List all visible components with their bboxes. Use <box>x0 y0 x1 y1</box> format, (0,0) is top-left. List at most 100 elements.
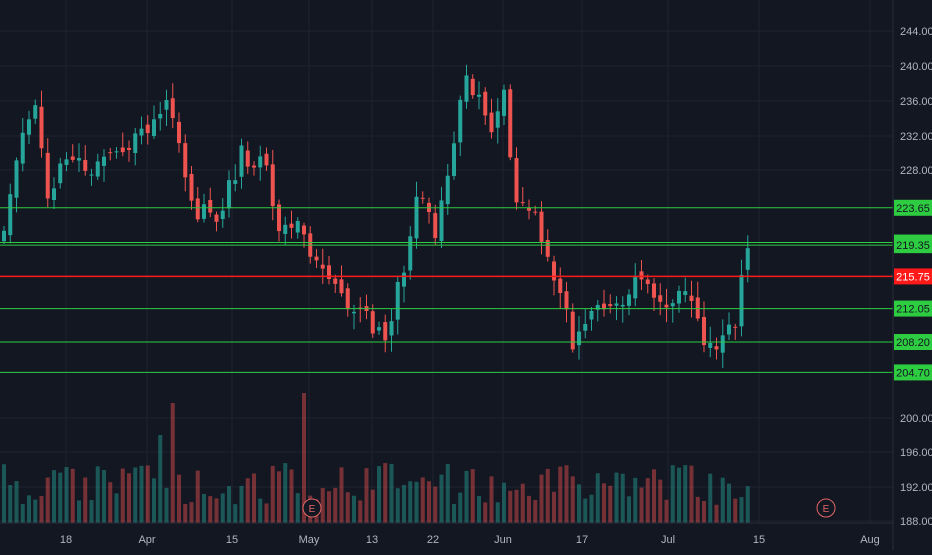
volume-bar <box>470 469 475 523</box>
volume-bar <box>477 495 481 523</box>
candle-body <box>439 200 444 242</box>
volume-bar <box>152 478 156 523</box>
volume-bar <box>27 495 31 523</box>
volume-bar <box>720 477 725 523</box>
volume-bar <box>614 472 619 523</box>
candle-body <box>608 304 613 307</box>
candle-body <box>489 112 494 133</box>
earnings-event-marker[interactable]: E <box>816 498 836 518</box>
volume-bar <box>558 466 563 523</box>
candle-body <box>314 256 319 261</box>
volume-bar <box>433 486 438 523</box>
candle-body <box>464 75 469 102</box>
x-tick-label: Aug <box>860 534 880 546</box>
candle-body <box>220 210 225 220</box>
volume-bar <box>277 471 281 523</box>
candle-body <box>227 180 231 209</box>
volume-bar <box>402 484 406 523</box>
level-label-background <box>894 364 932 381</box>
volume-bar <box>264 503 269 523</box>
candle-body <box>539 211 544 242</box>
y-tick-label: 240.00 <box>900 61 932 73</box>
candle-body <box>333 278 338 284</box>
volume-bar <box>345 492 350 523</box>
volume-bar <box>702 501 706 523</box>
candle-body <box>52 188 56 201</box>
candle-body <box>2 230 6 242</box>
candle-body <box>695 297 700 319</box>
volume-bar <box>183 503 188 523</box>
candle-body <box>689 295 694 302</box>
y-tick-label: 192.00 <box>900 482 932 494</box>
volume-bar <box>583 498 588 523</box>
volume-bar <box>33 499 38 523</box>
volume-bar <box>514 489 519 523</box>
volume-bar <box>133 467 138 523</box>
earnings-event-marker[interactable]: E <box>302 498 322 518</box>
candle-body <box>20 132 25 164</box>
y-tick-label: 188.00 <box>900 516 932 528</box>
price-axis[interactable]: 244.00 240.00 236.00 232.00 228.00 200.00 196.… <box>900 26 932 528</box>
y-tick-label: 200.00 <box>900 413 932 425</box>
candle-body <box>258 156 263 168</box>
candle-body <box>108 152 113 154</box>
candle-body <box>64 159 69 165</box>
candle-body <box>345 288 350 310</box>
candle-body <box>714 346 719 350</box>
candle-body <box>189 173 194 201</box>
volume-bar <box>439 474 444 523</box>
x-tick-label: 15 <box>753 534 765 546</box>
volume-bar <box>539 474 544 523</box>
candle-body <box>120 147 125 153</box>
candle-body <box>677 290 681 304</box>
candle-body <box>327 265 331 280</box>
level-price-label: 212.05 <box>894 300 932 317</box>
volume-bar <box>70 468 75 523</box>
x-tick-label: 13 <box>366 534 378 546</box>
y-tick-label: 196.00 <box>900 447 932 459</box>
candle-body <box>414 196 419 239</box>
volume-bar <box>320 488 325 523</box>
grid <box>0 0 893 523</box>
volume-bar <box>577 484 581 523</box>
volume-bar <box>602 483 606 523</box>
volume-bar <box>158 435 163 523</box>
volume-bar <box>745 486 750 523</box>
level-label-background <box>894 237 932 254</box>
candle-body <box>745 248 750 270</box>
volume-bars <box>2 393 750 523</box>
candle-body <box>702 317 706 346</box>
candle-body <box>552 261 556 281</box>
volume-bar <box>289 469 294 523</box>
candle-body <box>283 224 288 235</box>
volume-bar <box>527 495 531 523</box>
volume-bar <box>608 485 613 523</box>
volume-bar <box>2 464 6 523</box>
volume-bar <box>20 504 25 523</box>
volume-bar <box>627 496 631 523</box>
candle-body <box>14 160 19 198</box>
candle-body <box>158 113 163 119</box>
candle-body <box>295 220 300 233</box>
level-price-label: 219.35 <box>894 237 932 254</box>
volume-bar <box>108 482 113 523</box>
candle-body <box>627 294 631 306</box>
volume-bar <box>283 463 288 523</box>
volume-bar <box>52 470 56 523</box>
volume-bar <box>270 465 275 523</box>
candle-body <box>508 89 513 158</box>
candle-body <box>245 150 250 167</box>
volume-bar <box>64 467 69 523</box>
candle-body <box>114 151 119 153</box>
volume-bar <box>502 482 506 523</box>
volume-bar <box>252 473 256 523</box>
candle-body <box>614 303 619 306</box>
candle-body <box>289 223 294 228</box>
volume-bar <box>689 465 694 523</box>
time-axis[interactable]: 18 Apr 15 May 13 22 Jun 17 Jul 15 Aug <box>60 534 880 546</box>
candle-body <box>527 207 531 211</box>
candle-body <box>252 165 256 168</box>
volume-bar <box>39 496 44 523</box>
